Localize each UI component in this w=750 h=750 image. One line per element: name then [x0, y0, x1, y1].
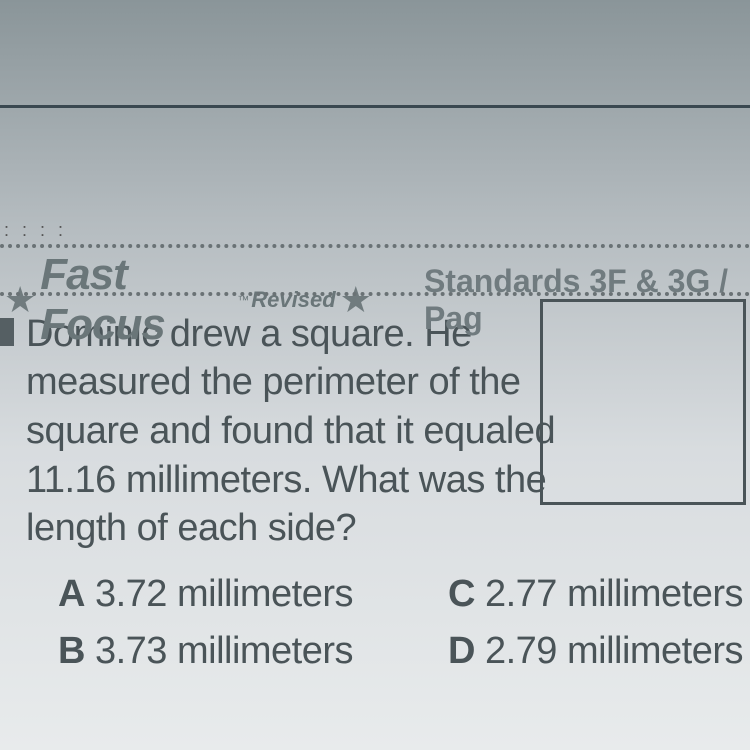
content-area: : : : : ★ Fast Focus ™ Revised ★ Standar…: [0, 225, 750, 750]
answer-row-1: A3.72 millimeters C2.77 millimeters: [58, 573, 750, 616]
star-icon: ★: [4, 282, 36, 318]
answer-letter-d: D: [448, 630, 475, 672]
square-diagram: [540, 299, 746, 505]
answer-letter-b: B: [58, 630, 85, 672]
answer-text-a: 3.72 millimeters: [95, 573, 353, 615]
answer-letter-c: C: [448, 573, 475, 615]
answer-d[interactable]: D2.79 millimeters: [448, 630, 743, 673]
brand-title: Fast Focus: [40, 250, 235, 350]
dotted-line-top: [0, 244, 750, 248]
answer-c[interactable]: C2.77 millimeters: [448, 573, 743, 616]
dotted-pattern-top: : : : :: [0, 225, 750, 236]
answer-a[interactable]: A3.72 millimeters: [58, 573, 448, 616]
answers-block: A3.72 millimeters C2.77 millimeters B3.7…: [0, 573, 750, 673]
answer-b[interactable]: B3.73 millimeters: [58, 630, 448, 673]
answer-letter-a: A: [58, 573, 85, 615]
star-icon: ★: [340, 282, 372, 318]
dotted-line-bottom: [0, 292, 750, 296]
answer-row-2: B3.73 millimeters D2.79 millimeters: [58, 630, 750, 673]
answer-text-c: 2.77 millimeters: [485, 573, 743, 615]
brand-subtitle: Revised: [251, 287, 335, 313]
answer-text-b: 3.73 millimeters: [95, 630, 353, 672]
answer-text-d: 2.79 millimeters: [485, 630, 743, 672]
header-band: ★ Fast Focus ™ Revised ★ Standards 3F & …: [0, 244, 750, 302]
horizontal-divider: [0, 105, 750, 108]
